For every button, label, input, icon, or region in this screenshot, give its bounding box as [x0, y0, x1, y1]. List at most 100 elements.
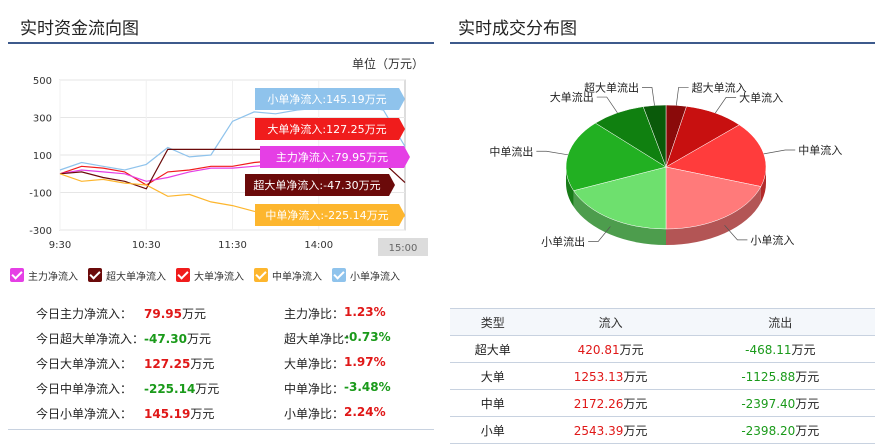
table-row: 超大单 420.81万元 -468.11万元: [450, 335, 875, 363]
stat-row: 今日大单净流入： 127.25万元 大单净比： 1.97%: [30, 355, 430, 379]
legend-label: 超大单净流入: [106, 271, 166, 283]
cell-type: 中单: [450, 389, 536, 417]
checkbox-icon[interactable]: [254, 268, 268, 282]
y-tick-label: 100: [33, 151, 52, 162]
flag-text: 中单净流入:-225.14万元: [265, 208, 388, 222]
outflow-value: -1125.88: [741, 369, 796, 384]
cell-outflow: -1125.88万元: [685, 362, 875, 390]
checkbox-icon[interactable]: [176, 268, 190, 282]
flag-text: 超大单净流入:-47.30万元: [253, 178, 380, 192]
flag-shape: [255, 118, 405, 140]
inflow-value: 2172.26: [573, 396, 624, 411]
legend-item-2[interactable]: 大单净流入: [176, 268, 244, 283]
outflow-unit: 万元: [795, 396, 820, 411]
legend-item-3[interactable]: 中单净流入: [254, 268, 322, 283]
stat-right-value: -0.73%: [344, 330, 391, 344]
pie-leader-line: [714, 97, 737, 114]
inflow-unit: 万元: [623, 396, 648, 411]
stat-right-value: -3.48%: [344, 380, 391, 394]
cell-inflow: 2172.26万元: [535, 389, 686, 417]
checkbox-icon[interactable]: [10, 268, 24, 282]
legend-item-1[interactable]: 超大单净流入: [88, 268, 166, 283]
cell-inflow: 2543.39万元: [535, 416, 686, 444]
x-tick-label: 9:30: [49, 240, 71, 251]
x-tick-label: 11:30: [218, 240, 247, 251]
pie-slice-3: [665, 166, 762, 230]
flag-text: 小单净流入:145.19万元: [267, 92, 386, 106]
pie-label-7: 超大单流出: [584, 81, 639, 95]
series-flag-label-0: 小单净流入:145.19万元: [255, 88, 405, 110]
stat-row: 今日超大单净流入： -47.30万元 超大单净比： -0.73%: [30, 330, 430, 354]
pie-leader-line: [763, 149, 796, 155]
stat-left-number: 127.25: [144, 357, 191, 371]
inflow-value: 1253.13: [573, 369, 624, 384]
stat-left-value: 79.95万元: [144, 305, 206, 322]
table-row: 小单 2543.39万元 -2398.20万元: [450, 416, 875, 444]
pie-leader-line: [724, 225, 748, 241]
series-flag-label-2: 主力净流入:79.95万元: [260, 146, 410, 168]
legend-item-4[interactable]: 小单净流入: [332, 268, 400, 283]
legend-label: 主力净流入: [28, 271, 78, 283]
stat-left-number: 79.95: [144, 307, 182, 321]
pie-slice-side-2: [760, 167, 766, 203]
pie-slice-2: [665, 124, 767, 187]
flag-shape: [260, 146, 410, 168]
stat-right-label: 主力净比：: [284, 307, 345, 321]
cell-inflow: 1253.13万元: [535, 362, 686, 390]
pie-label-1: 大单流入: [739, 90, 783, 104]
legend-label: 大单净流入: [194, 271, 244, 283]
stat-row: 今日中单净流入： -225.14万元 中单净比： -3.48%: [30, 380, 430, 404]
pie-label-3: 小单流入: [750, 233, 794, 247]
pie-slice-side-5: [566, 167, 574, 207]
flag-shape: [255, 88, 405, 110]
inflow-value: 420.81: [577, 342, 620, 357]
stat-right-value: 1.23%: [344, 305, 386, 319]
stat-right-label: 超大单净比：: [284, 332, 357, 346]
checkbox-icon[interactable]: [88, 268, 102, 282]
cell-type: 超大单: [450, 335, 536, 363]
flag-shape: [255, 204, 405, 226]
table-header-row: 类型 流入 流出: [450, 308, 875, 336]
legend-item-0[interactable]: 主力净流入: [10, 268, 78, 283]
flag-text: 主力净流入:79.95万元: [276, 150, 388, 164]
cell-inflow: 420.81万元: [535, 335, 686, 363]
header-type: 类型: [450, 308, 536, 336]
pie-leader-line: [588, 226, 611, 242]
outflow-unit: 万元: [795, 369, 820, 384]
pie-leader-line: [596, 96, 618, 113]
legend-label: 中单净流入: [272, 271, 322, 283]
stat-left-label: 今日小单净流入：: [36, 407, 133, 421]
stat-left-unit: 万元: [195, 382, 220, 396]
x-tick-label: 10:30: [132, 240, 161, 251]
stat-left-value: -47.30万元: [144, 330, 211, 347]
outflow-value: -2397.40: [741, 396, 796, 411]
flow-chart-title: 实时资金流向图: [20, 19, 139, 39]
pie-leader-line: [536, 150, 569, 156]
left-title-rule: [8, 42, 434, 44]
inflow-value: 2543.39: [573, 423, 624, 438]
stat-left-number: 145.19: [144, 407, 191, 421]
stat-right-value: 2.24%: [344, 405, 386, 419]
checkbox-icon[interactable]: [332, 268, 346, 282]
stat-right-label: 小单净比：: [284, 407, 345, 421]
pie-slice-side-4: [573, 190, 666, 245]
inflow-unit: 万元: [623, 423, 648, 438]
cell-outflow: -468.11万元: [685, 335, 875, 363]
stat-left-unit: 万元: [190, 357, 215, 371]
stat-row: 今日主力净流入： 79.95万元 主力净比： 1.23%: [30, 305, 430, 329]
cell-type: 小单: [450, 416, 536, 444]
stat-right-label: 大单净比：: [284, 357, 345, 371]
y-tick-label: -300: [29, 226, 52, 237]
cell-outflow: -2397.40万元: [685, 389, 875, 417]
fund-flow-line-chart: 500 300 100 -100 -300 9:30 10:30 11:30 14:00 15:0…: [29, 76, 428, 256]
series-flag-label-4: 中单净流入:-225.14万元: [255, 204, 405, 226]
stat-left-number: -47.30: [144, 332, 187, 346]
pie-label-6: 大单流出: [550, 90, 594, 104]
pie-leader-line: [675, 87, 689, 106]
outflow-unit: 万元: [791, 342, 816, 357]
right-title-rule: [450, 42, 875, 44]
pie-label-2: 中单流入: [798, 143, 842, 157]
stat-left-value: 127.25万元: [144, 355, 214, 372]
stat-row: 今日小单净流入： 145.19万元 小单净比： 2.24%: [30, 405, 430, 429]
